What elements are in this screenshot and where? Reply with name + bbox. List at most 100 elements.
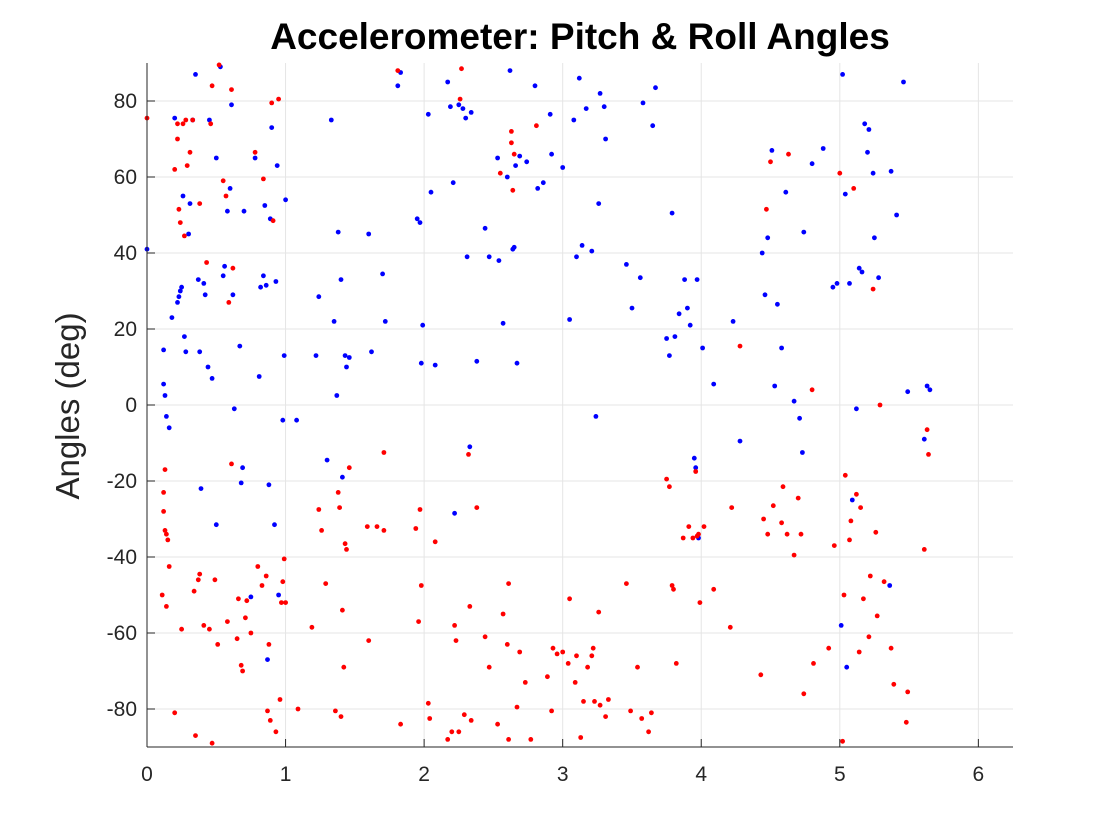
blue-data-point [496,258,502,263]
blue-data-point [730,319,736,324]
red-data-point [453,638,459,643]
blue-data-point [532,83,538,89]
red-data-point [581,699,586,704]
red-data-point [175,121,180,127]
blue-data-point [417,220,423,226]
red-data-point [486,664,492,670]
red-data-point [201,623,207,628]
red-data-point [449,729,455,735]
blue-data-point [844,664,850,670]
blue-data-point [894,212,899,218]
blue-data-point [859,269,865,275]
blue-data-point [448,104,453,110]
blue-data-point [511,244,517,250]
blue-data-point [650,123,656,129]
blue-data-point [463,115,469,121]
red-data-point [881,579,887,585]
blue-data-point [198,486,204,491]
red-data-point [786,151,791,157]
red-data-point [589,653,595,659]
blue-data-point [769,148,775,153]
blue-data-point [213,155,219,161]
red-data-point [229,461,234,467]
red-data-point [230,265,236,271]
red-data-point [550,645,556,651]
red-data-point [466,452,471,457]
red-data-point [177,220,183,226]
red-data-point [432,539,438,545]
blue-data-point [207,117,212,123]
red-data-point [164,604,169,609]
red-data-point [522,680,528,685]
red-data-point [215,642,221,647]
y-tick-label: 0 [125,394,137,417]
red-data-point [273,729,279,735]
grid [147,63,1013,747]
blue-data-point [313,353,319,358]
red-data-point [649,710,654,716]
blue-data-point [797,415,802,421]
blue-data-point [838,623,844,628]
blue-data-point [276,592,281,598]
red-data-point [624,581,629,586]
red-data-point [667,484,672,490]
red-data-point [182,233,187,239]
blue-data-point [331,319,337,324]
red-data-point [841,592,847,598]
red-data-point [921,547,927,552]
blue-data-point [820,146,826,151]
red-data-point [244,598,250,604]
red-data-point [780,484,786,490]
x-tick-label: 2 [418,763,430,786]
red-data-point [267,718,273,723]
red-data-point [809,387,815,393]
blue-data-point [467,444,473,450]
blue-data-point [514,360,520,366]
blue-data-point [504,174,510,180]
red-data-point [870,286,876,292]
red-data-point [191,588,197,594]
y-tick-label: -60 [107,622,137,645]
red-data-point [283,600,288,605]
blue-data-point [694,277,700,282]
blue-data-point [172,115,178,121]
blue-data-point [517,153,523,159]
blue-data-point [779,345,784,351]
red-data-point [545,674,550,680]
blue-data-point [772,383,778,389]
blue-data-point [201,281,207,286]
blue-data-point [450,180,456,186]
red-data-point [216,62,222,68]
blue-data-point [547,111,553,117]
red-data-point [729,505,735,510]
red-data-point [567,596,572,602]
tick-labels: 0 1 2 3 4 5 6 -80 -60 -40 -20 0 20 40 60 80 [107,90,985,786]
blue-data-point [428,189,434,195]
blue-data-point [258,284,263,290]
blue-data-point [800,450,805,455]
red-data-point [161,490,167,495]
red-data-point [737,343,743,349]
red-data-point [801,691,807,697]
red-data-point [795,495,801,501]
blue-data-point [182,334,187,339]
blue-data-point [261,273,266,279]
blue-data-point [775,301,780,307]
red-data-point [337,505,342,510]
blue-data-point [672,334,678,339]
red-data-point [585,664,590,670]
red-data-point [398,721,403,727]
red-data-point [572,680,578,685]
blue-data-point [856,265,862,271]
red-data-point [416,619,421,624]
blue-data-point [809,161,815,167]
red-data-point [333,708,338,714]
red-data-point [204,260,210,265]
red-data-point [560,649,566,655]
red-data-point [276,96,281,102]
red-data-point [837,170,843,176]
blue-data-point [187,201,193,207]
red-data-point [686,524,692,529]
blue-data-point [209,376,215,381]
red-data-point [549,708,554,714]
